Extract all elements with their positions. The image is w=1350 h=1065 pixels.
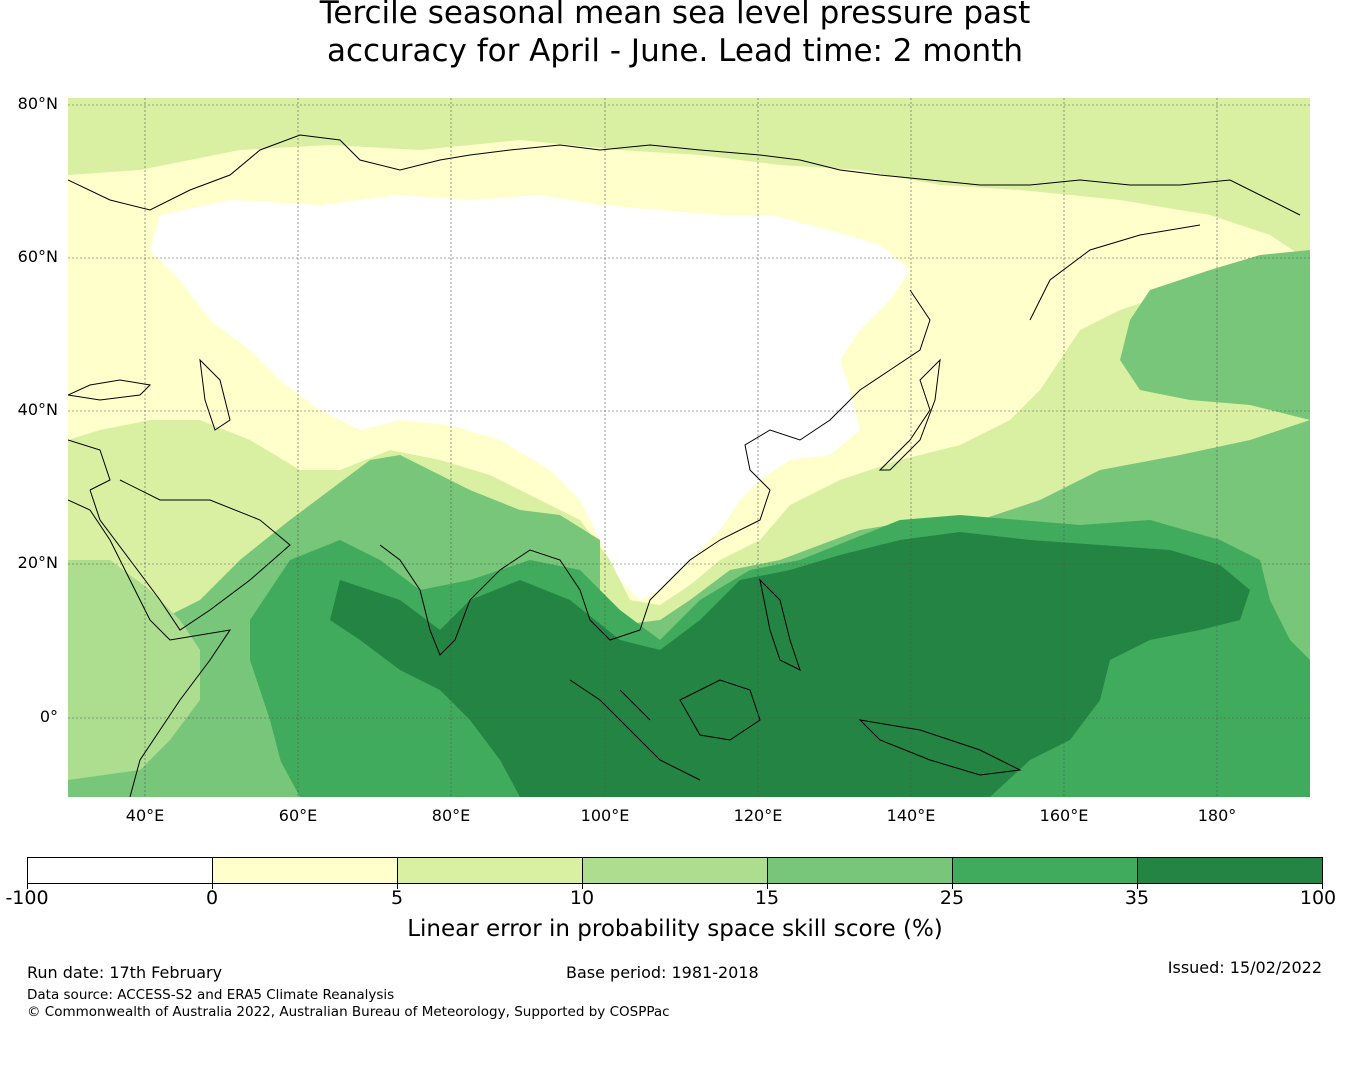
lon-label-180: 180° xyxy=(1197,806,1237,825)
lat-label-0: 0° xyxy=(39,707,58,726)
run-date: Run date: 17th February xyxy=(27,963,223,982)
colorbar-tick-mark xyxy=(212,884,213,889)
lat-label-40n: 40°N xyxy=(17,400,58,419)
coastline-japan xyxy=(878,358,941,471)
colorbar-segment-10-15 xyxy=(583,858,768,883)
coastline-philippines xyxy=(759,578,801,671)
lon-label-120e: 120°E xyxy=(733,806,783,825)
colorbar-tick-100: 100 xyxy=(1299,887,1337,909)
skill-region-negative xyxy=(150,195,910,600)
skill-region-15-25-pacific xyxy=(1120,250,1310,420)
colorbar-segment-15-25 xyxy=(768,858,953,883)
coastline-africa-east xyxy=(68,499,232,797)
colorbar-tick-mark xyxy=(397,884,398,889)
coastline-east-asia xyxy=(589,224,1201,641)
gridlines xyxy=(68,98,1310,797)
colorbar-segment-5-10 xyxy=(398,858,583,883)
colorbar-tick-mark xyxy=(952,884,953,889)
lat-label-20n: 20°N xyxy=(17,553,58,572)
lon-label-60e: 60°E xyxy=(278,806,318,825)
coastline-arabia xyxy=(89,479,291,631)
coastline-new-guinea xyxy=(858,719,1022,776)
lon-label-100e: 100°E xyxy=(580,806,630,825)
colorbar-tick-25: 25 xyxy=(939,887,965,909)
colorbar-tick-35: 35 xyxy=(1124,887,1150,909)
map-title: Tercile seasonal mean sea level pressure… xyxy=(0,0,1350,70)
skill-region-10-15-west xyxy=(68,560,200,780)
colorbar-segment-0-5 xyxy=(213,858,398,883)
lon-label-140e: 140°E xyxy=(886,806,936,825)
colorbar-tick-0: 0 xyxy=(205,887,219,909)
title-line-2: accuracy for April - June. Lead time: 2 … xyxy=(326,33,1024,69)
colorbar-segment-35-100 xyxy=(1138,858,1322,883)
copyright: © Commonwealth of Australia 2022, Austra… xyxy=(27,1004,670,1020)
colorbar-tick-mark xyxy=(27,884,28,889)
colorbar-label: Linear error in probability space skill … xyxy=(407,916,943,942)
colorbar-segment-neg100-0 xyxy=(28,858,213,883)
lat-label-80n: 80°N xyxy=(17,94,58,113)
colorbar-tick-mark xyxy=(582,884,583,889)
base-period: Base period: 1981-2018 xyxy=(566,963,759,982)
lon-label-80e: 80°E xyxy=(431,806,471,825)
colorbar-tick-neg100: -100 xyxy=(5,887,49,909)
colorbar-tick-15: 15 xyxy=(754,887,780,909)
colorbar-tick-5: 5 xyxy=(390,887,404,909)
coastline-india xyxy=(379,544,591,656)
coastline-sumatra xyxy=(569,679,701,781)
coastline-caspian xyxy=(199,358,231,431)
colorbar-tick-mark xyxy=(1137,884,1138,889)
lat-label-60n: 60°N xyxy=(17,247,58,266)
coastline-borneo xyxy=(679,679,761,741)
data-source: Data source: ACCESS-S2 and ERA5 Climate … xyxy=(27,987,395,1003)
colorbar-tick-mark xyxy=(767,884,768,889)
colorbar-segment-25-35 xyxy=(953,858,1138,883)
coastlines xyxy=(68,134,1301,797)
lon-label-40e: 40°E xyxy=(125,806,165,825)
coastline-mediterranean xyxy=(68,439,111,491)
coastline-black-sea xyxy=(68,379,152,401)
issued-date: Issued: 15/02/2022 xyxy=(1167,958,1322,977)
lon-label-160e: 160°E xyxy=(1039,806,1089,825)
title-line-1: Tercile seasonal mean sea level pressure… xyxy=(319,0,1031,31)
colorbar xyxy=(27,857,1323,884)
colorbar-tick-10: 10 xyxy=(569,887,595,909)
colorbar-tick-mark xyxy=(1322,884,1323,889)
coastline-europe-arctic xyxy=(68,134,1301,216)
